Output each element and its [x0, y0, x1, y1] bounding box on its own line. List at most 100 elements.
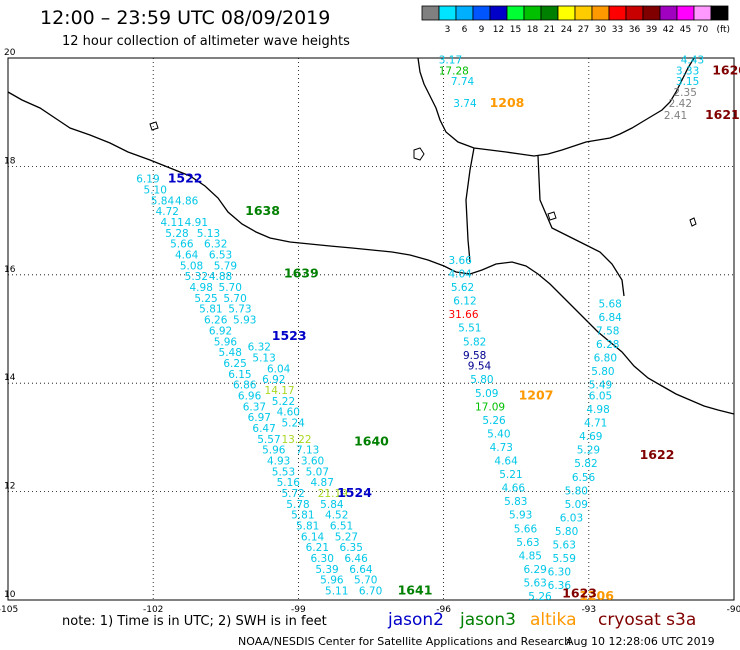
wave-height-label: 5.53: [272, 466, 295, 478]
pass-number-label: 1206: [579, 588, 614, 603]
wave-height-label: 6.97: [248, 412, 271, 424]
island: [149, 121, 159, 131]
wave-height-label: 5.81: [199, 304, 222, 316]
colorbar-swatch: [642, 5, 661, 21]
wave-height-label: 5.62: [451, 282, 474, 294]
wave-height-label: 6.92: [209, 325, 232, 337]
colorbar-tick-label: 70: [697, 25, 709, 35]
latitude-label: 18: [4, 156, 16, 166]
wave-height-label: 6.64: [349, 564, 373, 576]
wave-height-label: 4.04: [448, 269, 472, 281]
pass-number-label: 1207: [519, 387, 554, 402]
wave-height-label: 5.83: [504, 496, 527, 508]
colorbar-swatch: [438, 5, 457, 21]
latitude-label: 16: [4, 265, 16, 275]
wave-height-label: 6.56: [572, 472, 596, 484]
wave-height-label: 5.29: [577, 445, 600, 457]
map-title: 12:00 – 23:59 UTC 08/09/2019: [40, 7, 330, 29]
colorbar-tick-label: 30: [595, 25, 607, 35]
legend-jason2: jason2: [387, 610, 444, 630]
colorbar-tick-label: 36: [629, 25, 641, 35]
wave-height-label: 5.07: [306, 466, 329, 478]
wave-height-label: 4.93: [267, 456, 290, 468]
wave-height-label: 31.66: [448, 309, 478, 321]
pass-number-label: 1524: [337, 485, 372, 500]
wave-height-label: 6.28: [596, 339, 619, 351]
colorbar-swatch: [659, 5, 678, 21]
wave-height-label: 4.88: [209, 271, 232, 283]
wave-height-label: 6.15: [228, 369, 251, 381]
colorbar-tick-label: 12: [493, 25, 504, 35]
wave-height-label: 5.63: [553, 540, 576, 552]
pass-labels: 1522 1638 1639 1523 1640 1524 1641 1208 1207 1206…: [168, 62, 740, 603]
wave-height-label: 13.22: [281, 434, 311, 446]
wave-height-label: 4.71: [584, 418, 607, 430]
mexico-pacific-coast: [7, 91, 735, 415]
legend-note: note: 1) Time is in UTC; 2) SWH is in fe…: [62, 614, 327, 629]
legend-jason3: jason3: [459, 610, 516, 630]
map-subtitle: 12 hour collection of altimeter wave hei…: [62, 34, 350, 49]
wave-height-label: 6.35: [340, 542, 363, 554]
wave-height-label: 5.39: [315, 564, 338, 576]
colorbar-unit: (ft): [716, 25, 730, 35]
wave-height-label: 5.66: [514, 523, 538, 535]
wave-height-label: 4.69: [579, 431, 602, 443]
wave-height-label: 9.54: [468, 361, 492, 373]
colorbar-swatch: [608, 5, 627, 21]
wave-height-label: 5.24: [281, 418, 305, 430]
wave-height-label: 14.17: [265, 385, 295, 397]
wave-height-label: 5.25: [194, 293, 217, 305]
wave-height-label: 5.70: [354, 575, 377, 587]
wave-height-label: 3.74: [453, 98, 477, 110]
latitude-label: 12: [4, 482, 15, 492]
colorbar-tick-label: 39: [646, 25, 658, 35]
wave-height-label: 5.80: [555, 526, 578, 538]
wave-height-label: 6.53: [209, 250, 232, 262]
longitude-label: -102: [143, 605, 163, 615]
latitude-label: 14: [4, 373, 16, 383]
wave-height-label: 6.46: [344, 553, 368, 565]
colorbar-tick-label: 24: [561, 25, 573, 35]
colorbar-swatch: [625, 5, 644, 21]
wave-height-label: 5.93: [509, 510, 532, 522]
wave-height-label: 6.29: [523, 564, 546, 576]
wave-height-label: 5.59: [553, 553, 576, 565]
wave-height-label: 6.14: [301, 531, 325, 543]
wave-height-label: 6.92: [262, 374, 285, 386]
wave-height-label: 6.25: [223, 358, 246, 370]
colorbar-swatch: [676, 5, 695, 21]
wave-height-label: 5.09: [475, 388, 498, 400]
wave-height-label: 6.21: [306, 542, 329, 554]
wave-height-label: 6.12: [453, 296, 476, 308]
wave-height-label: 4.64: [175, 250, 199, 262]
colorbar-swatch: [540, 5, 559, 21]
wave-height-label: 6.36: [548, 580, 572, 592]
wave-height-label: 5.22: [272, 396, 295, 408]
wave-height-label: 5.48: [219, 347, 242, 359]
footer-credit: NOAA/NESDIS Center for Satellite Applica…: [238, 635, 571, 648]
legend-altika: altika: [530, 610, 577, 630]
axis-labels: -105 -102 -99 -96 -93 -90 10 12 14 16 18 20: [0, 48, 740, 615]
wave-height-label: 6.32: [248, 342, 271, 354]
colorbar-tick-label: 3: [445, 25, 451, 35]
colorbar-tick-label: 42: [663, 25, 674, 35]
wave-height-label: 21.19: [318, 488, 348, 500]
wave-height-label: 5.82: [574, 458, 597, 470]
wave-height-label: 2.42: [669, 98, 692, 110]
wave-height-label: 5.40: [487, 428, 510, 440]
pass-number-label: 1208: [490, 95, 525, 110]
wave-height-label: 6.96: [238, 390, 262, 402]
wave-height-label: 5.82: [463, 336, 486, 348]
wave-height-label: 6.32: [204, 239, 227, 251]
wave-height-label: 17.28: [439, 65, 469, 77]
wave-height-label: 6.05: [589, 390, 612, 402]
pass-number-label: 1621: [705, 107, 740, 122]
wave-height-label: 5.68: [598, 298, 621, 310]
colorbar-swatch: [489, 5, 508, 21]
wave-height-label: 4.85: [519, 550, 542, 562]
wave-height-label: 5.21: [499, 469, 522, 481]
pass-number-label: 1523: [272, 328, 307, 343]
